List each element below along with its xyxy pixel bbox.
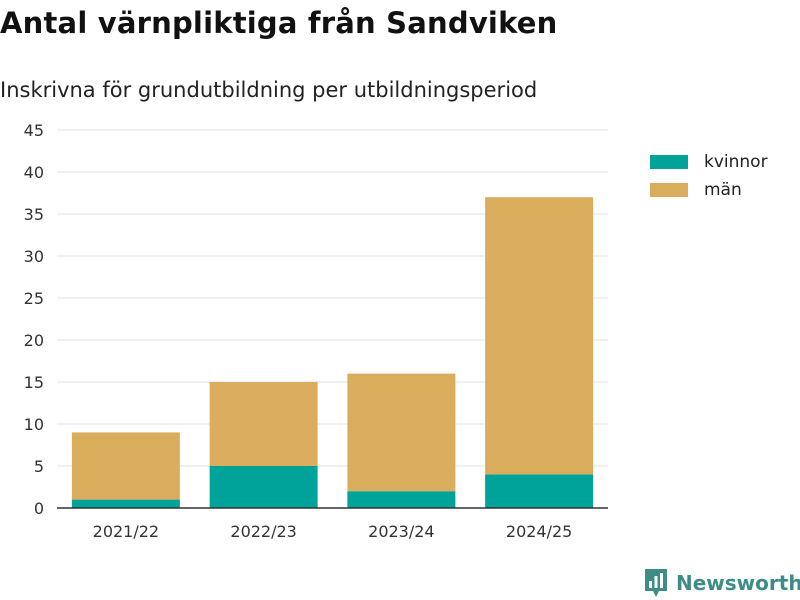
bar-kvinnor-2023-24 bbox=[347, 491, 456, 508]
brand-name: Newsworthy bbox=[676, 571, 800, 595]
newsworthy-brand: Newsworthy bbox=[644, 568, 800, 598]
chart-title: Antal värnpliktiga från Sandviken bbox=[0, 6, 558, 40]
y-tick-label: 15 bbox=[24, 373, 44, 392]
legend-item-man: män bbox=[650, 176, 768, 204]
y-tick-label: 20 bbox=[24, 331, 44, 350]
x-tick-label: 2022/23 bbox=[230, 522, 296, 541]
y-tick-label: 45 bbox=[24, 121, 44, 140]
bar-kvinnor-2021-22 bbox=[71, 499, 180, 508]
bar-mn-2021-22 bbox=[71, 432, 180, 500]
y-tick-label: 35 bbox=[24, 205, 44, 224]
y-tick-label: 10 bbox=[24, 415, 44, 434]
y-tick-label: 5 bbox=[34, 457, 44, 476]
legend-swatch-kvinnor bbox=[650, 155, 688, 169]
legend: kvinnor män bbox=[650, 148, 768, 204]
bar-mn-2024-25 bbox=[485, 197, 594, 475]
bar-mn-2023-24 bbox=[347, 373, 456, 492]
y-tick-label: 40 bbox=[24, 163, 44, 182]
bar-kvinnor-2022-23 bbox=[209, 466, 318, 508]
y-tick-label: 30 bbox=[24, 247, 44, 266]
legend-item-kvinnor: kvinnor bbox=[650, 148, 768, 176]
x-tick-label: 2023/24 bbox=[368, 522, 434, 541]
x-tick-label: 2024/25 bbox=[506, 522, 572, 541]
bar-kvinnor-2024-25 bbox=[485, 474, 594, 508]
y-tick-label: 0 bbox=[34, 499, 44, 518]
legend-swatch-man bbox=[650, 183, 688, 197]
legend-label-man: män bbox=[704, 180, 742, 200]
x-tick-label: 2021/22 bbox=[93, 522, 159, 541]
newsworthy-logo-icon bbox=[645, 569, 667, 597]
bar-mn-2022-23 bbox=[209, 382, 318, 466]
chart-subtitle: Inskrivna för grundutbildning per utbild… bbox=[0, 78, 538, 102]
y-tick-label: 25 bbox=[24, 289, 44, 308]
legend-label-kvinnor: kvinnor bbox=[704, 152, 768, 172]
